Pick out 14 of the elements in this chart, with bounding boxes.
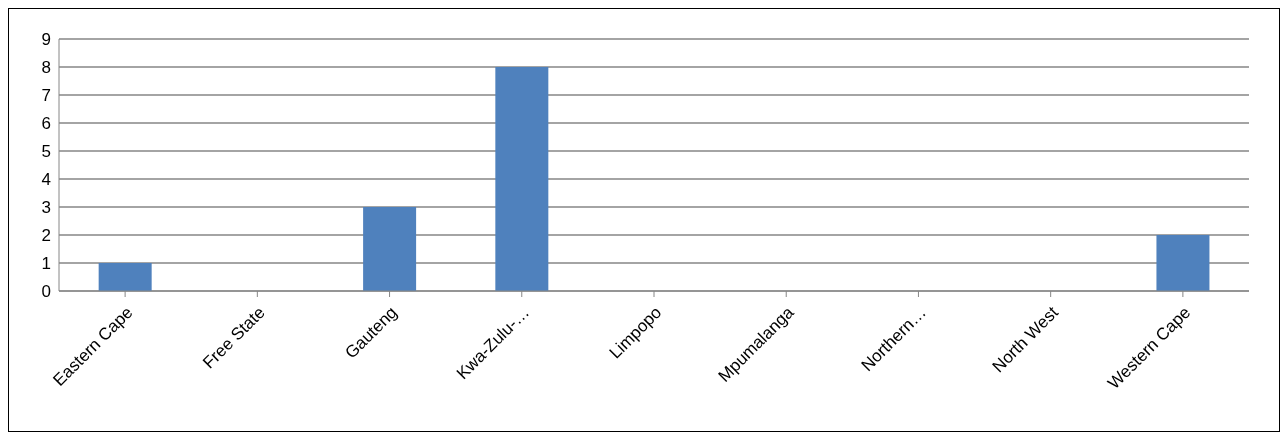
- y-tick-label: 3: [41, 198, 51, 218]
- y-tick-label: 4: [41, 170, 51, 190]
- bar: [495, 67, 549, 291]
- y-tick-label: 8: [41, 58, 51, 78]
- y-tick-label: 2: [41, 226, 51, 246]
- bar: [363, 207, 417, 291]
- y-tick-label: 1: [41, 254, 51, 274]
- y-tick-label: 5: [41, 142, 51, 162]
- y-tick-label: 9: [41, 30, 51, 50]
- y-tick-label: 7: [41, 86, 51, 106]
- y-tick-label: 6: [41, 114, 51, 134]
- y-tick-label: 0: [41, 282, 51, 302]
- bar: [98, 263, 152, 291]
- bar: [1156, 235, 1210, 291]
